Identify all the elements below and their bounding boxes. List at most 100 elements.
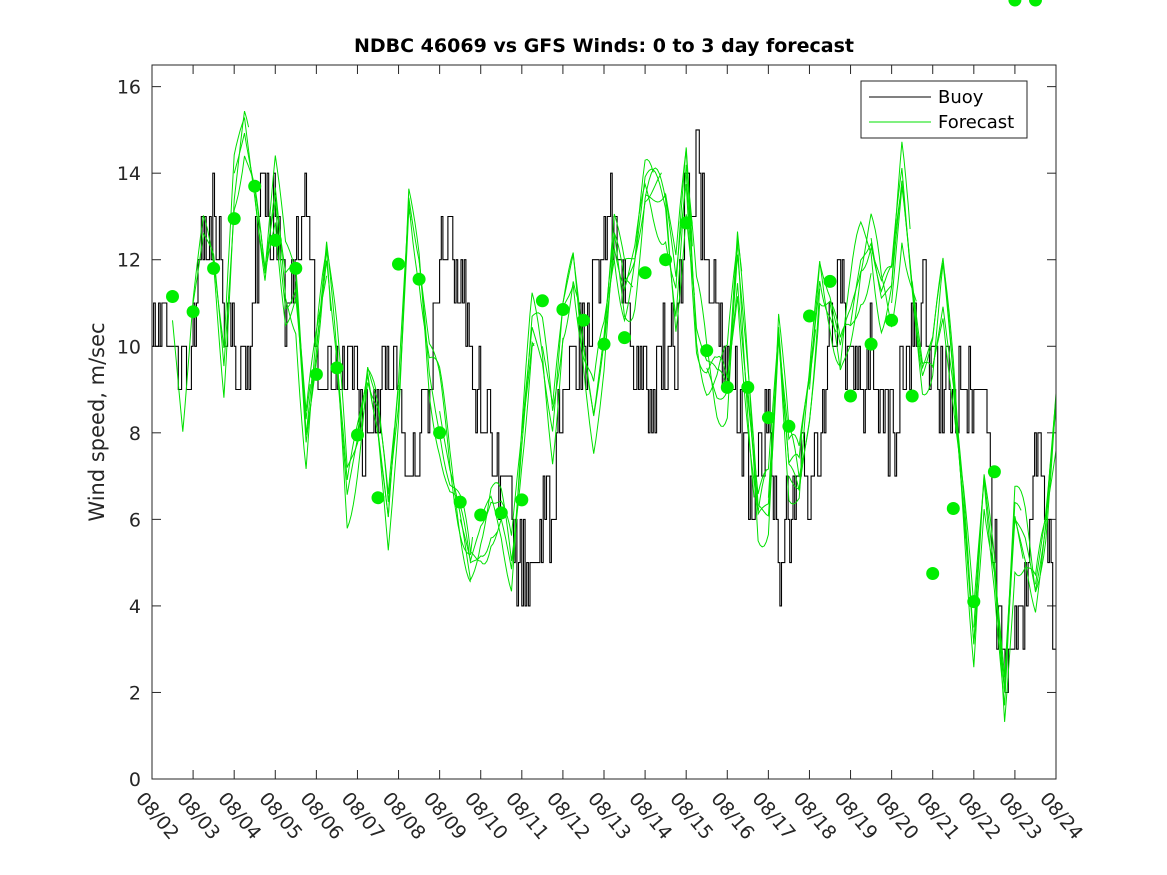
analysis-point-10 <box>371 491 385 505</box>
analysis-point-26 <box>700 344 714 358</box>
analysis-point-23 <box>638 266 652 280</box>
forecast-line-9 <box>357 202 471 583</box>
forecast-line-17 <box>521 232 634 454</box>
x-tick-label: 08/09 <box>419 788 471 844</box>
forecast-line-29 <box>767 273 872 498</box>
forecast-line-27 <box>726 254 817 517</box>
y-tick-label: 6 <box>129 509 141 531</box>
analysis-point-5 <box>268 233 282 247</box>
forecast-line-20 <box>583 167 695 415</box>
analysis-point-37 <box>926 567 940 580</box>
legend-buoy-label: Buoy <box>938 87 984 108</box>
analysis-point-20 <box>577 313 590 327</box>
analysis-point-2 <box>207 261 221 275</box>
x-tick-label: 08/24 <box>1035 788 1087 844</box>
forecast-line-25 <box>685 173 804 505</box>
analysis-point-21 <box>597 337 611 351</box>
forecast-line-42 <box>1035 408 1057 585</box>
y-tick-label: 12 <box>117 250 141 272</box>
analysis-point-9 <box>351 428 364 442</box>
analysis-point-42 <box>1029 0 1042 7</box>
forecast-line-39 <box>973 398 1057 692</box>
x-tick-label: 08/08 <box>378 788 430 844</box>
analysis-point-28 <box>741 380 755 394</box>
x-tick-label: 08/16 <box>706 788 758 844</box>
x-tick-label: 08/20 <box>871 788 923 844</box>
analysis-point-32 <box>823 274 837 288</box>
analysis-point-12 <box>412 272 426 286</box>
analysis-point-7 <box>309 367 323 381</box>
analysis-point-13 <box>433 426 447 440</box>
legend-forecast-label: Forecast <box>938 112 1014 133</box>
analysis-point-35 <box>885 313 899 327</box>
analysis-point-6 <box>289 261 303 275</box>
analysis-point-25 <box>679 216 693 230</box>
x-tick-label: 08/23 <box>994 788 1046 844</box>
y-tick-label: 8 <box>129 423 141 445</box>
x-tick-label: 08/18 <box>789 788 841 844</box>
y-tick-label: 2 <box>129 682 141 704</box>
x-tick-label: 08/04 <box>213 788 265 844</box>
x-tick-label: 08/02 <box>131 788 183 844</box>
analysis-point-39 <box>967 595 981 609</box>
analysis-point-17 <box>515 493 529 507</box>
analysis-point-31 <box>803 309 816 323</box>
forecast-line-34 <box>870 180 969 557</box>
x-tick-label: 08/21 <box>912 788 964 844</box>
x-tick-label: 08/10 <box>460 788 512 844</box>
forecast-line-16 <box>500 281 578 570</box>
x-tick-label: 08/14 <box>624 788 676 844</box>
analysis-point-4 <box>248 179 262 193</box>
x-tick-label: 08/13 <box>583 788 635 844</box>
analysis-point-3 <box>227 212 241 226</box>
analysis-point-22 <box>618 331 631 345</box>
forecast-line-32 <box>829 213 917 371</box>
forecast-line-24 <box>665 183 767 513</box>
forecast-line-35 <box>891 186 979 668</box>
forecast-line-41 <box>1014 393 1057 592</box>
forecast-line-6 <box>295 241 377 529</box>
analysis-point-19 <box>556 303 570 316</box>
analysis-point-34 <box>864 337 878 351</box>
analysis-point-29 <box>761 411 775 425</box>
analysis-point-1 <box>186 305 200 319</box>
analysis-point-8 <box>330 361 344 375</box>
analysis-point-36 <box>905 389 919 403</box>
analysis-point-38 <box>946 502 960 515</box>
y-axis-label: Wind speed, m/sec <box>85 322 109 521</box>
x-tick-label: 08/05 <box>254 788 306 844</box>
forecast-line-11 <box>398 197 473 556</box>
analysis-point-15 <box>474 508 488 522</box>
analysis-point-14 <box>453 495 467 509</box>
y-tick-label: 10 <box>117 336 141 358</box>
analysis-point-16 <box>494 506 508 520</box>
analysis-point-18 <box>535 294 549 308</box>
analysis-points <box>166 0 1042 609</box>
y-tick-label: 14 <box>117 163 141 185</box>
chart-legend: Buoy Forecast <box>860 80 1028 139</box>
x-tick-label: 08/11 <box>501 788 553 844</box>
x-tick-label: 08/06 <box>296 788 348 844</box>
x-tick-label: 08/17 <box>748 788 800 844</box>
forecast-line-4 <box>254 187 332 469</box>
forecast-series <box>172 110 1057 722</box>
forecast-line-12 <box>418 259 502 565</box>
forecast-line-28 <box>747 280 837 516</box>
analysis-point-41 <box>1008 0 1022 7</box>
plot-area-background <box>152 65 1056 779</box>
y-tick-label: 0 <box>129 769 141 791</box>
legend-box <box>860 80 1028 139</box>
x-tick-label: 08/22 <box>953 788 1005 844</box>
forecast-line-15 <box>480 292 564 592</box>
y-tick-label: 16 <box>117 77 141 99</box>
analysis-point-33 <box>844 389 857 403</box>
plot-frame <box>151 64 1057 780</box>
x-tick-label: 08/15 <box>665 788 717 844</box>
analysis-point-40 <box>987 465 1001 479</box>
analysis-point-30 <box>782 419 796 433</box>
x-tick-label: 08/19 <box>830 788 882 844</box>
forecast-line-3 <box>233 132 328 412</box>
analysis-point-0 <box>166 290 179 303</box>
x-tick-label: 08/12 <box>542 788 594 844</box>
